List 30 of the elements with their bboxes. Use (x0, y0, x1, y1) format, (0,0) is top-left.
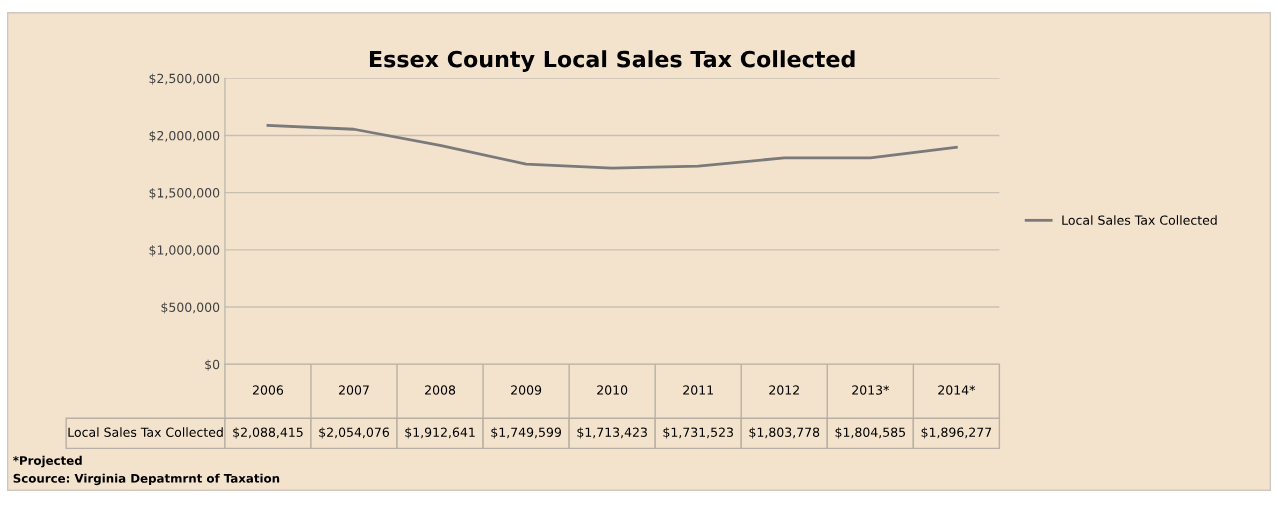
x-tick-label: 2012 (769, 385, 799, 395)
x-tick-label: 2007 (339, 385, 369, 395)
data-label: $1,896,277 (921, 427, 992, 439)
line-series (266, 123, 958, 170)
data-label: $1,731,523 (663, 427, 733, 439)
data-label: $2,088,415 (233, 427, 303, 439)
data-label: $1,749,599 (491, 427, 562, 439)
data-label: $1,912,641 (405, 427, 475, 439)
text: Local Sales Tax Collected (68, 427, 223, 437)
chart-title: Essex County Local Sales Tax Collected (369, 50, 855, 72)
data-label: $1,713,423 (577, 427, 647, 439)
data-label: $1,803,778 (749, 427, 820, 439)
x-tick-label: 2014* (938, 385, 976, 395)
x-tick-label: 2013* (852, 385, 889, 395)
y-tick-label: $500,000 (161, 302, 220, 314)
y-tick-label: $2,500,000 (149, 73, 220, 85)
x-tick-label: 2010 (597, 385, 628, 395)
x-tick-label: 2009 (511, 385, 542, 395)
x-tick-label: 2006 (252, 385, 284, 395)
x-tick-label: 2008 (425, 385, 456, 395)
x-tick-label: 2011 (683, 385, 713, 395)
data-label: $2,054,076 (319, 427, 389, 439)
text: Scource: Virginia Depatmrnt of Taxation (13, 473, 280, 486)
legend-label: Local Sales Tax Collected (1062, 215, 1217, 225)
y-tick-label: $0 (205, 359, 220, 371)
y-tick-label: $2,000,000 (149, 130, 220, 143)
y-tick-label: $1,500,000 (149, 187, 220, 200)
data-label: $1,804,585 (835, 427, 906, 439)
y-tick-label: $1,000,000 (149, 245, 220, 257)
text: *Projected (13, 455, 82, 468)
